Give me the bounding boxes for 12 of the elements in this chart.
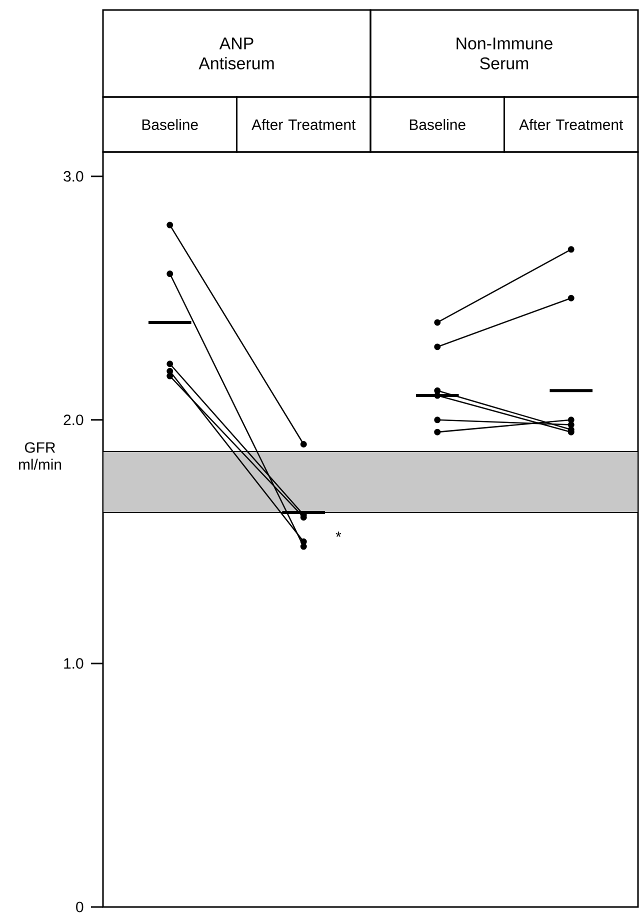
- y-tick-label: 1.0: [64, 658, 84, 669]
- x-tick-label: After Treatment: [252, 119, 356, 130]
- text: ANP Antiserum: [198, 38, 274, 70]
- y-tick-label: 3.0: [64, 171, 84, 182]
- x-tick-label: Baseline: [142, 119, 198, 130]
- text: Non-Immune Serum: [456, 38, 552, 70]
- y-tick-label: 0: [76, 902, 84, 912]
- annotation: *: [336, 532, 342, 537]
- x-tick-label: Baseline: [410, 119, 466, 130]
- y-tick-label: 2.0: [64, 414, 84, 426]
- x-tick-label: After Treatment: [519, 119, 624, 130]
- y-axis-title: GFR ml/min: [18, 442, 62, 470]
